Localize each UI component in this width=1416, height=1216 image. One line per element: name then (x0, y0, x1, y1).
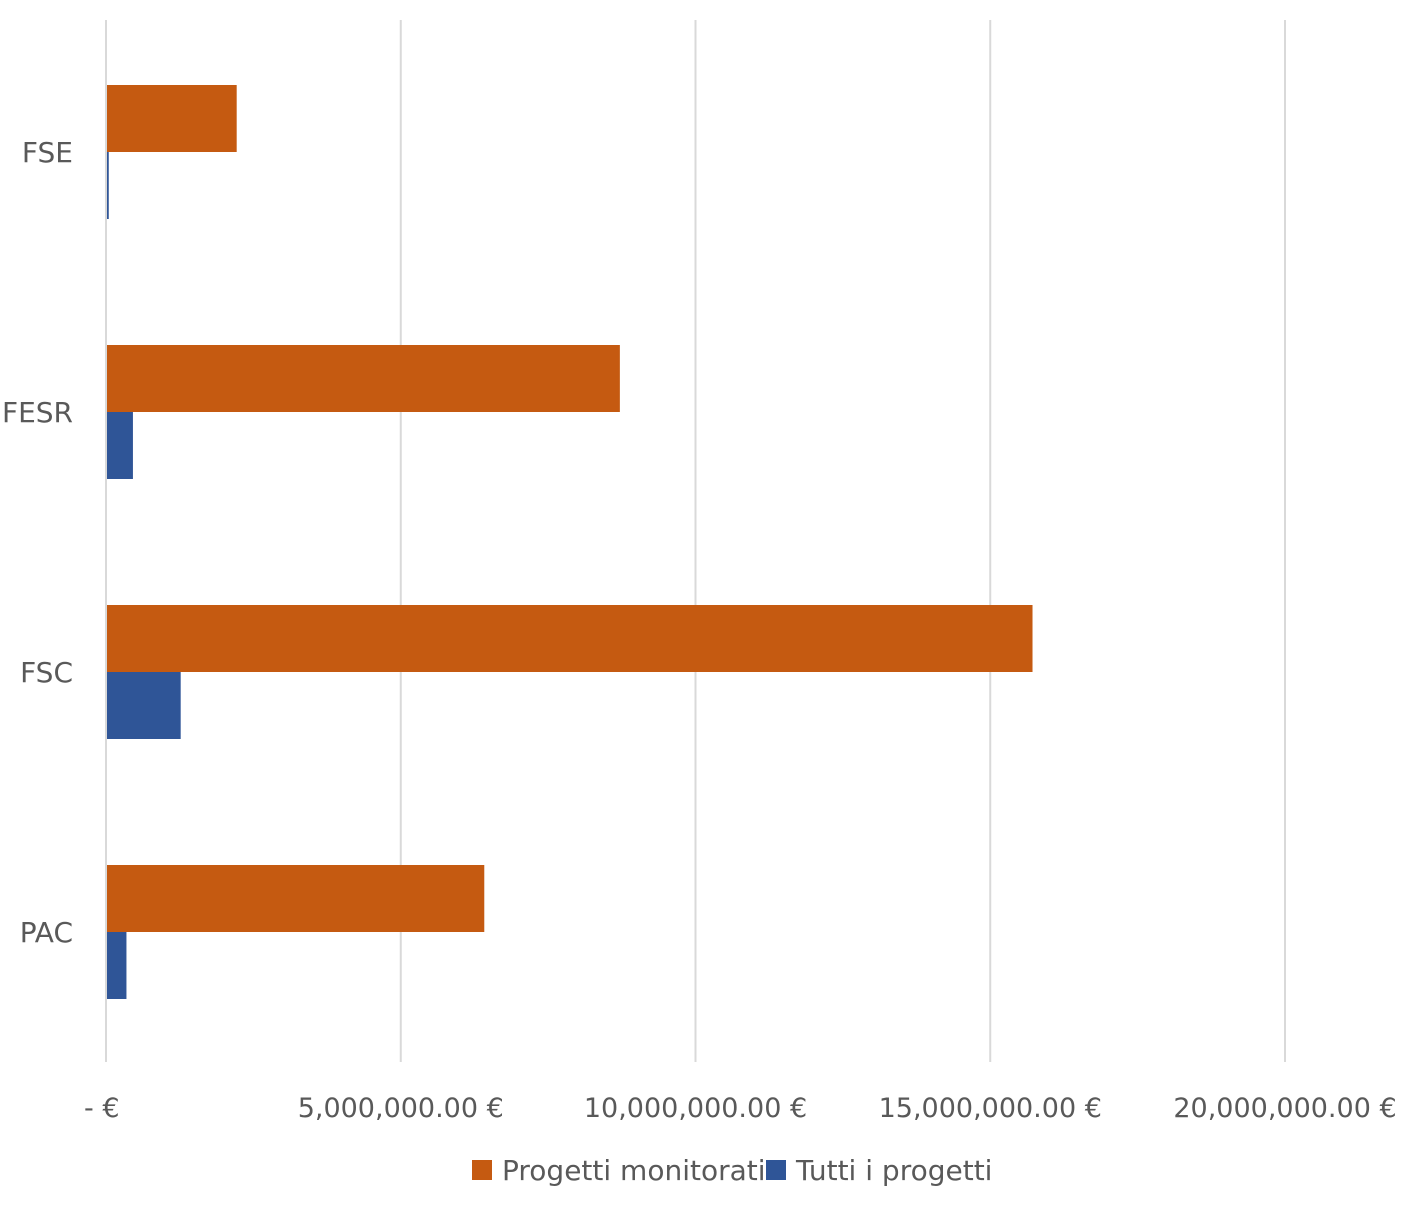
bar-fsc-tutti-i-progetti (107, 672, 181, 739)
bars (107, 85, 1033, 999)
y-category-label: FESR (2, 396, 73, 429)
y-category-label: PAC (20, 916, 73, 949)
legend-swatch-progetti-monitorati (472, 1160, 492, 1180)
x-tick-label: 20,000,000.00 € (1173, 1093, 1396, 1124)
legend-swatch-tutti-i-progetti (766, 1160, 786, 1180)
bar-fse-progetti-monitorati (107, 85, 237, 152)
legend: Progetti monitorati Tutti i progetti (472, 1154, 992, 1187)
bar-fse-tutti-i-progetti (107, 152, 109, 219)
legend-label-progetti-monitorati: Progetti monitorati (502, 1154, 766, 1187)
x-tick-label: 5,000,000.00 € (298, 1093, 504, 1124)
axis-labels: - € 5,000,000.00 € 10,000,000.00 € 15,000,0… (2, 136, 1397, 1124)
x-tick-label: 15,000,000.00 € (879, 1093, 1102, 1124)
y-category-label: FSC (20, 656, 73, 689)
y-category-label: FSE (22, 136, 73, 169)
bar-fesr-progetti-monitorati (107, 345, 620, 412)
legend-label-tutti-i-progetti: Tutti i progetti (795, 1154, 992, 1187)
bar-fsc-progetti-monitorati (107, 605, 1033, 672)
x-tick-label: 10,000,000.00 € (584, 1093, 807, 1124)
bar-fesr-tutti-i-progetti (107, 412, 133, 479)
x-tick-label: - € (84, 1093, 120, 1124)
bar-pac-tutti-i-progetti (107, 932, 127, 999)
bar-pac-progetti-monitorati (107, 865, 485, 932)
